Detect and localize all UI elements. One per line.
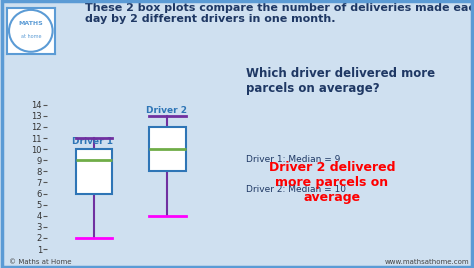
Bar bbox=[76, 149, 112, 193]
Text: These 2 box plots compare the number of deliveries made each
day by 2 different : These 2 box plots compare the number of … bbox=[85, 3, 474, 24]
Text: www.mathsathome.com: www.mathsathome.com bbox=[384, 259, 469, 265]
Bar bbox=[149, 127, 186, 171]
Text: Driver 2: Median = 10: Driver 2: Median = 10 bbox=[246, 185, 346, 194]
Text: at home: at home bbox=[20, 34, 41, 39]
Text: Driver 2 delivered
more parcels on
average: Driver 2 delivered more parcels on avera… bbox=[269, 161, 395, 204]
Text: © Maths at Home: © Maths at Home bbox=[9, 259, 72, 265]
Text: Which driver delivered more
parcels on average?: Which driver delivered more parcels on a… bbox=[246, 67, 436, 95]
Text: Driver 1: Median = 9: Driver 1: Median = 9 bbox=[246, 155, 341, 165]
Text: MATHS: MATHS bbox=[18, 21, 43, 27]
Text: Driver 1: Driver 1 bbox=[73, 137, 113, 146]
Text: Driver 2: Driver 2 bbox=[146, 106, 187, 115]
